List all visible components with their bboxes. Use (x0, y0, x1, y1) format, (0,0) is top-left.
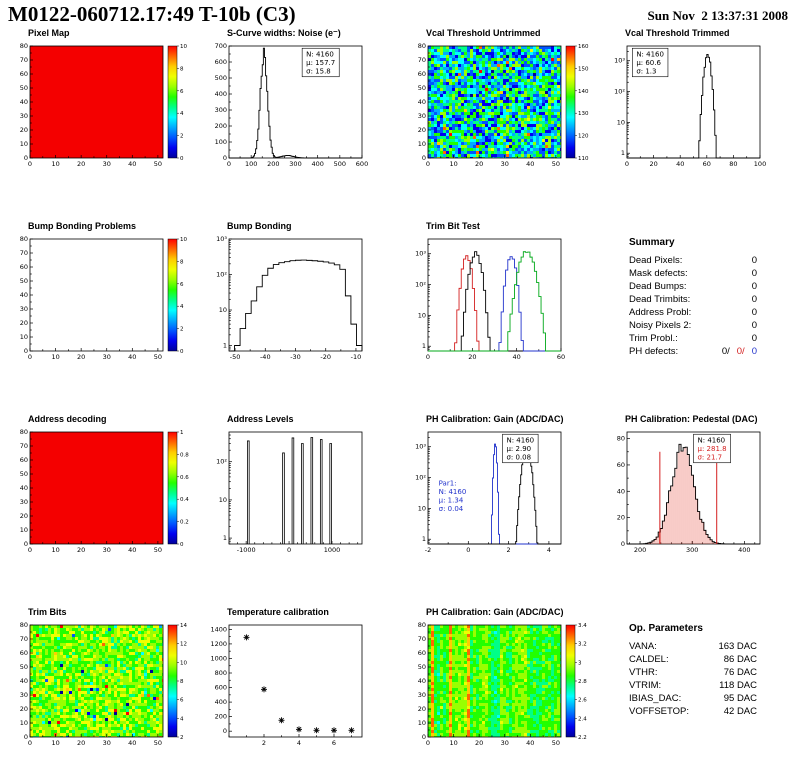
plot-title: Bump Bonding (227, 221, 292, 231)
panel-scurve-noise: S-Curve widths: Noise (e⁻) (201, 28, 398, 193)
panel-op-parameters: Op. Parameters VANA: 163 DAC CALDEL: 86 … (599, 607, 796, 772)
temperature-calibration-canvas (201, 620, 398, 754)
ph-pedestal-canvas (599, 427, 796, 561)
vcal-untrimmed-canvas (400, 41, 597, 175)
panel-ph-gain-fit: PH Calibration: Gain (ADC/DAC) (400, 414, 597, 579)
summary-row-value: 0 (751, 333, 757, 344)
panel-temperature-calibration: Temperature calibration (201, 607, 398, 772)
panel-pixel-map: Pixel Map (2, 28, 199, 193)
panel-trim-bits-map: Trim Bits (2, 607, 199, 772)
op-parameters-title: Op. Parameters (629, 623, 703, 634)
summary-row: Dead Bumps: 0 (629, 280, 757, 293)
summary-row: Trim Probl.: 0 (629, 332, 757, 345)
op-parameter-label: IBIAS_DAC: (629, 693, 682, 704)
op-parameter-label: CALDEL: (629, 654, 669, 665)
panel-ph-gain-map: PH Calibration: Gain (ADC/DAC) (400, 607, 597, 772)
panel-vcal-threshold-trimmed: Vcal Threshold Trimmed (599, 28, 796, 193)
plot-title: Vcal Threshold Untrimmed (426, 28, 541, 38)
summary-row: Address Probl: 0 (629, 306, 757, 319)
plot-title: Bump Bonding Problems (28, 221, 136, 231)
scurve-noise-canvas (201, 41, 398, 175)
summary-row-label: PH defects: (629, 346, 679, 357)
op-parameter-value: 118 DAC (719, 680, 757, 691)
summary-row-label: Noisy Pixels 2: (629, 320, 692, 331)
summary-row-value: 0 (751, 255, 757, 266)
summary-row-value: 0 (751, 281, 757, 292)
ph-defects-value: 0/ (721, 346, 730, 357)
plot-title: Address decoding (28, 414, 107, 424)
summary-row: Dead Pixels: 0 (629, 254, 757, 267)
op-parameter-row: VOFFSETOP: 42 DAC (629, 705, 757, 718)
plot-title: Temperature calibration (227, 607, 329, 617)
summary-row-ph-defects: PH defects: 0/ 0/ 0 (629, 345, 757, 358)
plot-title: Vcal Threshold Trimmed (625, 28, 730, 38)
timestamp: Sun Nov 2 13:37:31 2008 (647, 8, 789, 23)
panel-address-decoding: Address decoding (2, 414, 199, 579)
address-levels-canvas (201, 427, 398, 561)
ph-gain-map-canvas (400, 620, 597, 754)
op-parameter-label: VANA: (629, 641, 657, 652)
summary-row-value: 0 (751, 307, 757, 318)
vcal-trimmed-canvas (599, 41, 796, 175)
panel-bump-bonding-problems: Bump Bonding Problems (2, 221, 199, 386)
op-parameter-label: VTRIM: (629, 680, 662, 691)
summary-row-label: Address Probl: (629, 307, 692, 318)
op-parameter-value: 95 DAC (723, 693, 757, 704)
op-parameter-value: 76 DAC (723, 667, 757, 678)
summary-row: Dead Trimbits: 0 (629, 293, 757, 306)
summary-row-label: Dead Bumps: (629, 281, 687, 292)
address-decoding-canvas (2, 427, 199, 561)
bump-bonding-problems-canvas (2, 234, 199, 368)
summary-row-label: Trim Probl.: (629, 333, 678, 344)
op-parameter-label: VOFFSETOP: (629, 706, 690, 717)
plot-title: Address Levels (227, 414, 294, 424)
summary-row-label: Mask defects: (629, 268, 688, 279)
ph-defects-value: 0/ (736, 346, 745, 357)
summary-row-value: 0 (751, 268, 757, 279)
plot-title: S-Curve widths: Noise (e⁻) (227, 28, 341, 38)
page-title: M0122-060712.17:49 T-10b (C3) (8, 2, 296, 26)
plot-title: PH Calibration: Gain (ADC/DAC) (426, 607, 564, 617)
plot-title: Trim Bits (28, 607, 67, 617)
ph-defects-value: 0 (751, 346, 757, 357)
op-parameter-row: VTHR: 76 DAC (629, 666, 757, 679)
ph-gain-fit-canvas (400, 427, 597, 561)
plot-title: PH Calibration: Gain (ADC/DAC) (426, 414, 564, 424)
trim-bits-map-canvas (2, 620, 199, 754)
op-parameter-value: 86 DAC (723, 654, 757, 665)
plot-title: Pixel Map (28, 28, 70, 38)
op-parameter-row: IBIAS_DAC: 95 DAC (629, 692, 757, 705)
summary-row: Noisy Pixels 2: 0 (629, 319, 757, 332)
pixel-map-canvas (2, 41, 199, 175)
panel-bump-bonding: Bump Bonding (201, 221, 398, 386)
op-parameter-row: CALDEL: 86 DAC (629, 653, 757, 666)
summary-row: Mask defects: 0 (629, 267, 757, 280)
summary-row-label: Dead Pixels: (629, 255, 683, 266)
summary-row-value: 0 (751, 294, 757, 305)
op-parameter-row: VTRIM: 118 DAC (629, 679, 757, 692)
op-parameter-value: 42 DAC (723, 706, 757, 717)
bump-bonding-canvas (201, 234, 398, 368)
summary-row-label: Dead Trimbits: (629, 294, 691, 305)
op-parameter-label: VTHR: (629, 667, 658, 678)
summary-title: Summary (629, 237, 675, 248)
panel-address-levels: Address Levels (201, 414, 398, 579)
op-parameter-value: 163 DAC (718, 641, 757, 652)
trim-bit-test-canvas (400, 234, 597, 368)
panel-trim-bit-test: Trim Bit Test (400, 221, 597, 386)
op-parameter-row: VANA: 163 DAC (629, 640, 757, 653)
plot-title: Trim Bit Test (426, 221, 480, 231)
panel-vcal-threshold-untrimmed: Vcal Threshold Untrimmed (400, 28, 597, 193)
panel-ph-pedestal: PH Calibration: Pedestal (DAC) (599, 414, 796, 579)
plot-title: PH Calibration: Pedestal (DAC) (625, 414, 758, 424)
summary-row-value: 0 (751, 320, 757, 331)
panel-summary: Summary Dead Pixels: 0 Mask defects: 0 D… (599, 221, 796, 386)
